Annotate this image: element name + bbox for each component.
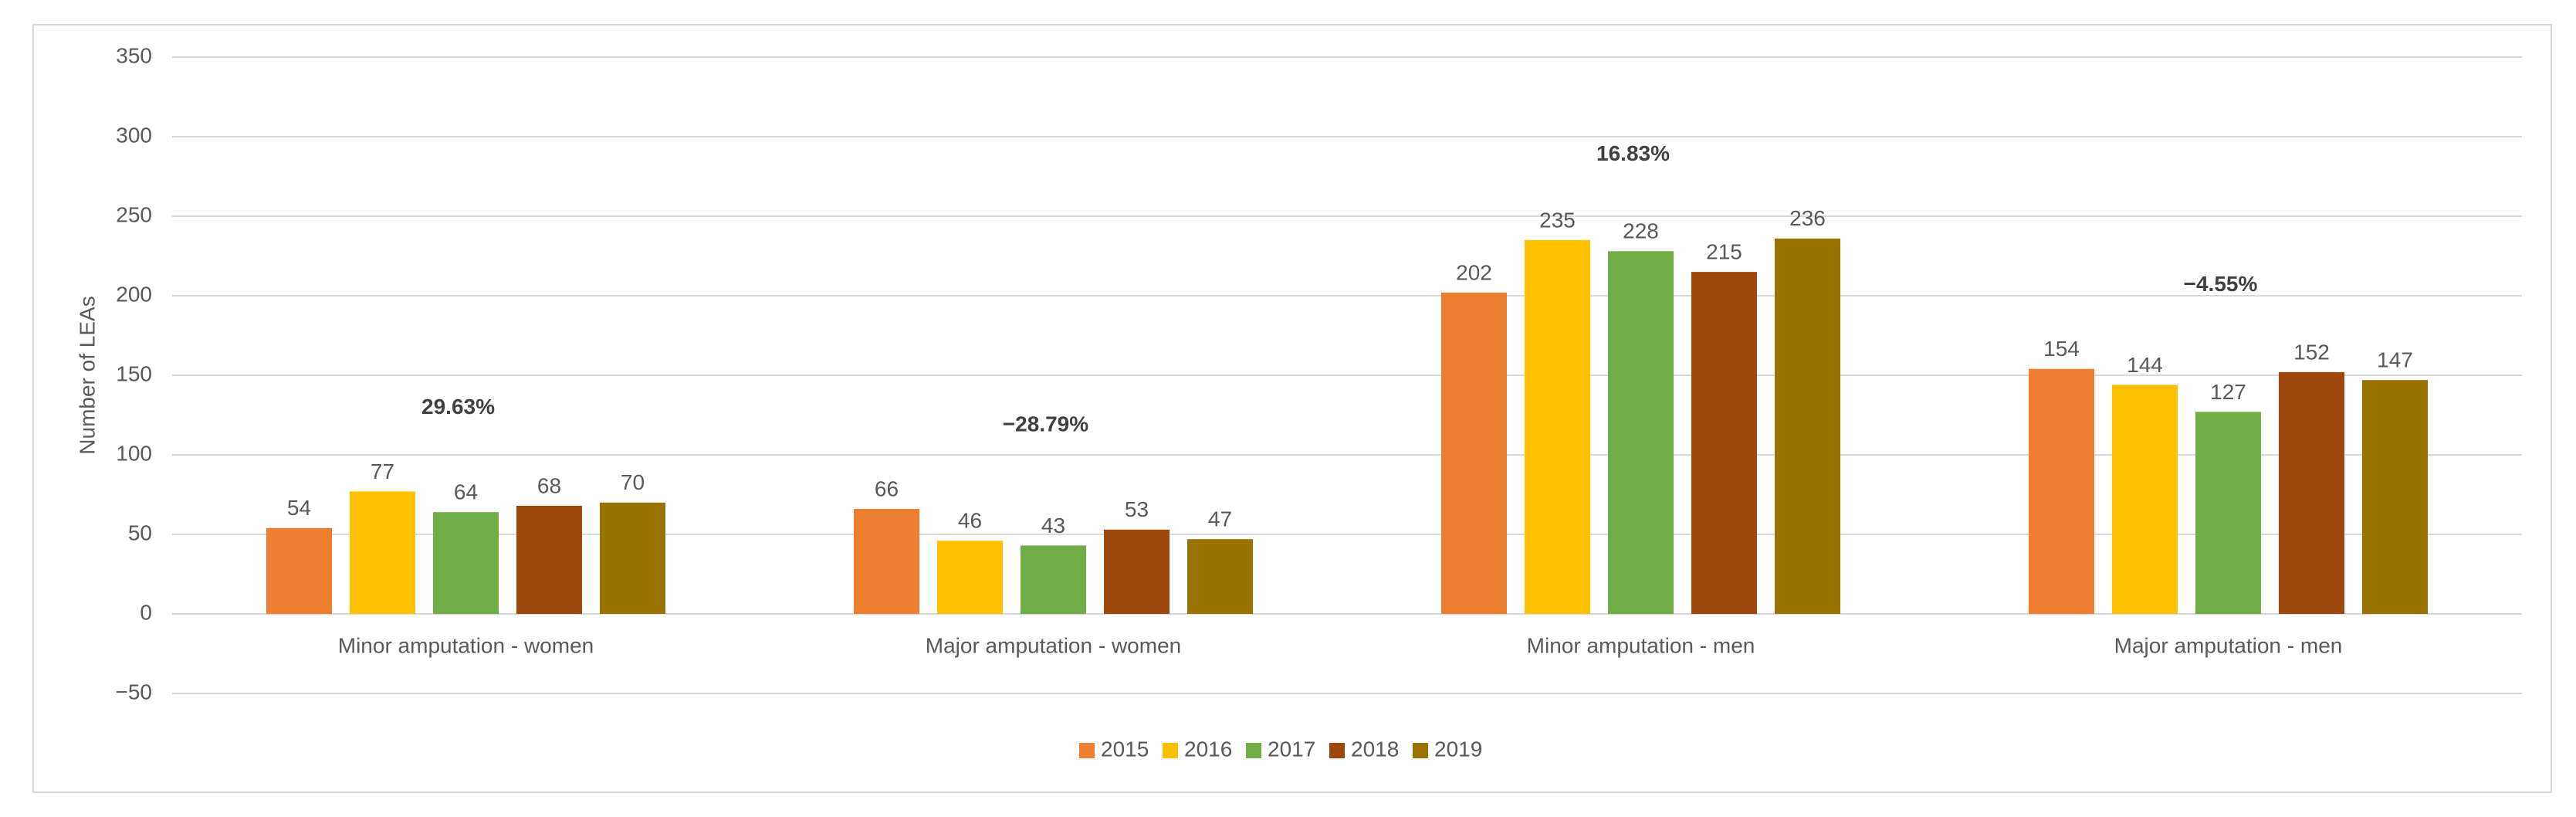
legend-swatch bbox=[1163, 743, 1178, 758]
y-tick-label: 300 bbox=[116, 123, 152, 147]
legend-label: 2018 bbox=[1351, 737, 1399, 761]
data-label: 236 bbox=[1789, 206, 1826, 230]
data-label: 47 bbox=[1208, 507, 1232, 531]
annotation: 16.83% bbox=[1596, 141, 1670, 165]
data-label: 228 bbox=[1623, 219, 1659, 243]
bar bbox=[937, 541, 1003, 614]
bar bbox=[516, 505, 582, 614]
bar bbox=[1021, 545, 1086, 614]
data-label: 46 bbox=[958, 509, 982, 533]
data-label: 152 bbox=[2293, 340, 2330, 364]
bar bbox=[1187, 539, 1253, 614]
bar bbox=[2279, 371, 2344, 614]
x-tick-label: Major amputation - men bbox=[2114, 633, 2343, 657]
legend-swatch bbox=[1246, 743, 1261, 758]
legend-label: 2019 bbox=[1434, 737, 1482, 761]
bar bbox=[854, 509, 919, 614]
bar bbox=[600, 502, 665, 614]
data-label: 235 bbox=[1539, 208, 1576, 232]
bar bbox=[1441, 292, 1507, 614]
bar bbox=[1525, 239, 1590, 614]
y-tick-label: 50 bbox=[128, 520, 152, 544]
bar bbox=[2362, 380, 2428, 614]
data-label: 127 bbox=[2210, 380, 2246, 404]
y-tick-label: 100 bbox=[116, 441, 152, 465]
chart-frame bbox=[32, 24, 2552, 793]
y-tick-label: 350 bbox=[116, 43, 152, 67]
data-label: 43 bbox=[1041, 514, 1065, 537]
data-label: 53 bbox=[1125, 497, 1149, 521]
bar bbox=[1775, 238, 1840, 614]
data-label: 54 bbox=[287, 496, 311, 520]
data-label: 215 bbox=[1706, 239, 1742, 263]
bar bbox=[1691, 272, 1757, 614]
data-label: 68 bbox=[537, 473, 561, 497]
y-tick-label: 250 bbox=[116, 202, 152, 226]
data-label: 202 bbox=[1456, 260, 1492, 284]
data-label: 66 bbox=[875, 476, 899, 500]
bar bbox=[2195, 412, 2261, 614]
annotation: 29.63% bbox=[421, 395, 495, 419]
bar bbox=[2112, 385, 2178, 614]
data-label: 77 bbox=[371, 459, 394, 483]
x-tick-label: Minor amputation - women bbox=[338, 633, 594, 657]
data-label: 64 bbox=[454, 480, 478, 504]
legend-label: 2017 bbox=[1268, 737, 1315, 761]
legend-swatch bbox=[1413, 743, 1428, 758]
data-label: 70 bbox=[621, 470, 645, 494]
data-label: 144 bbox=[2127, 353, 2163, 377]
y-tick-label: 200 bbox=[116, 282, 152, 306]
annotation: −28.79% bbox=[1003, 412, 1088, 436]
bar bbox=[1104, 529, 1170, 614]
data-label: 147 bbox=[2377, 348, 2413, 372]
y-tick-label: −50 bbox=[116, 680, 153, 703]
legend-label: 2015 bbox=[1101, 737, 1149, 761]
y-tick-label: 150 bbox=[116, 361, 152, 385]
y-axis-label: Number of LEAs bbox=[75, 296, 99, 454]
annotation: −4.55% bbox=[2184, 272, 2258, 296]
legend-swatch bbox=[1079, 743, 1095, 758]
bar bbox=[1608, 251, 1674, 614]
x-tick-label: Minor amputation - men bbox=[1527, 633, 1755, 657]
legend-label: 2016 bbox=[1184, 737, 1232, 761]
bar bbox=[2029, 368, 2094, 614]
bar bbox=[266, 527, 332, 614]
bar bbox=[433, 512, 499, 614]
legend-swatch bbox=[1329, 743, 1345, 758]
x-tick-label: Major amputation - women bbox=[926, 633, 1181, 657]
bar bbox=[350, 491, 415, 614]
data-label: 154 bbox=[2043, 337, 2080, 361]
y-tick-label: 0 bbox=[140, 600, 152, 624]
